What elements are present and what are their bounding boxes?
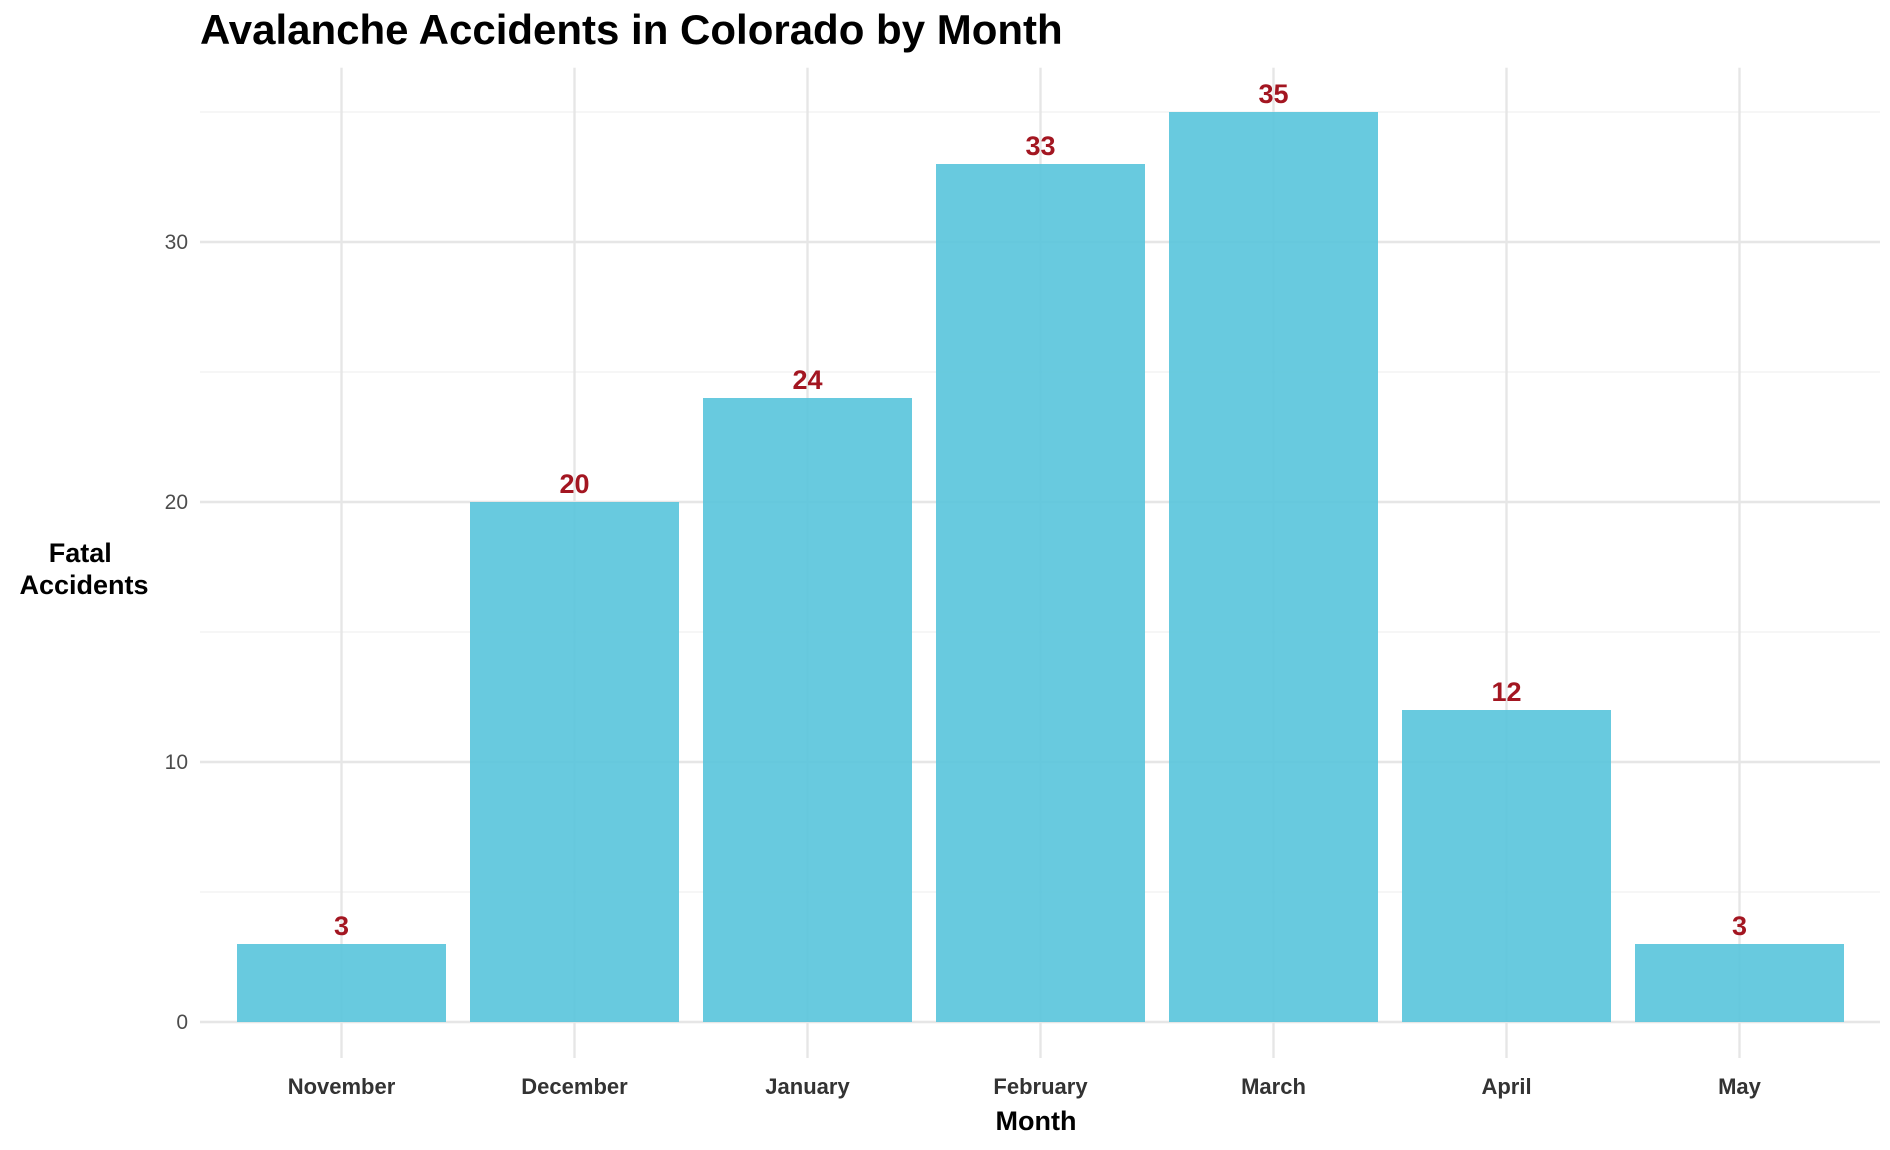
- y-tick-label: 10: [165, 751, 188, 774]
- bar-march: [1169, 112, 1378, 1022]
- x-tick-label-december: December: [521, 1074, 628, 1099]
- data-label-april: 12: [1491, 677, 1521, 707]
- x-axis-ticks: November December January February March Apri…: [288, 1074, 1762, 1099]
- y-axis-title-line-1: Fatal: [49, 538, 112, 568]
- y-tick-label: 20: [165, 491, 188, 514]
- bar-january: [703, 398, 912, 1022]
- data-label-december: 20: [559, 469, 589, 499]
- bar-may: [1635, 944, 1844, 1022]
- data-label-may: 3: [1732, 911, 1747, 941]
- x-tick-label-march: March: [1241, 1074, 1306, 1099]
- bar-november: [237, 944, 446, 1022]
- y-tick-label: 0: [176, 1011, 188, 1034]
- bars: [237, 112, 1844, 1022]
- x-tick-label-april: April: [1481, 1074, 1531, 1099]
- y-axis-title: Fatal Accidents: [19, 538, 148, 600]
- x-tick-label-february: February: [993, 1074, 1088, 1099]
- data-label-november: 3: [334, 911, 349, 941]
- x-axis-title: Month: [996, 1106, 1077, 1136]
- y-axis-title-line-2: Accidents: [19, 570, 148, 600]
- y-axis-ticks: 0 10 20 30: [165, 231, 188, 1034]
- x-tick-label-november: November: [288, 1074, 396, 1099]
- chart-title: Avalanche Accidents in Colorado by Month: [200, 6, 1063, 53]
- x-tick-label-january: January: [765, 1074, 850, 1099]
- bar-december: [470, 502, 679, 1022]
- x-tick-label-may: May: [1718, 1074, 1762, 1099]
- bar-april: [1402, 710, 1611, 1022]
- data-labels: 3 20 24 33 35 12 3: [334, 79, 1747, 941]
- bar-february: [936, 164, 1145, 1022]
- data-label-january: 24: [792, 365, 822, 395]
- y-tick-label: 30: [165, 231, 188, 254]
- data-label-march: 35: [1258, 79, 1288, 109]
- data-label-february: 33: [1025, 131, 1055, 161]
